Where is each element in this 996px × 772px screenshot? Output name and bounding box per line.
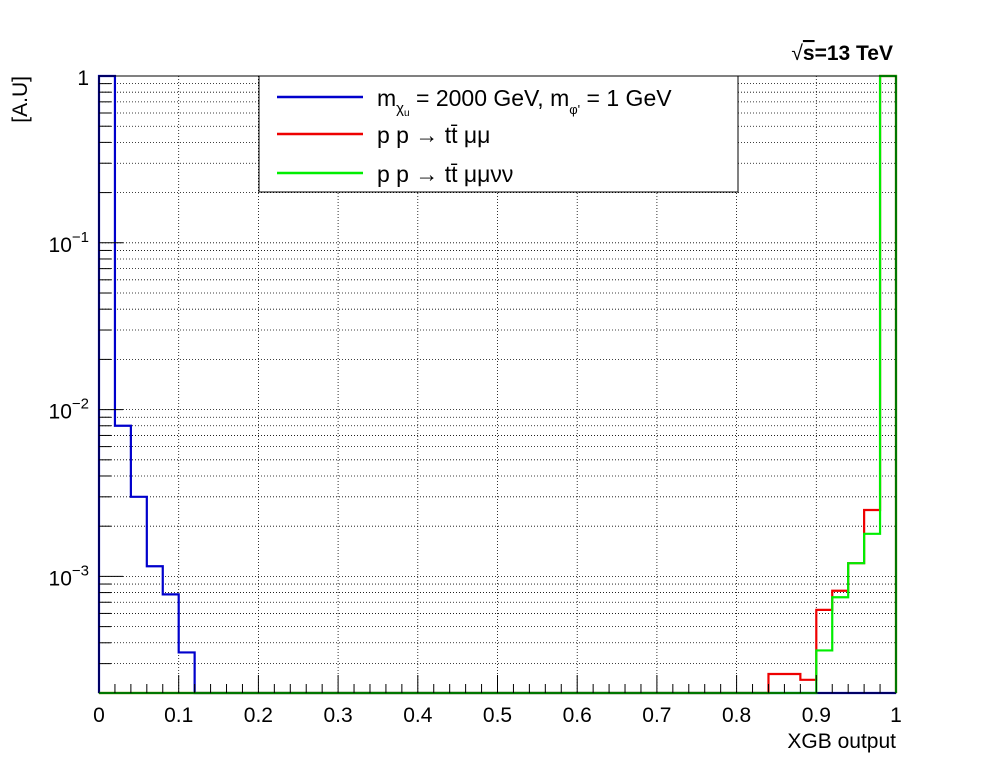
- energy-s: s: [803, 42, 815, 65]
- x-axis-label: XGB output: [787, 730, 896, 753]
- series-line-0: [97, 74, 896, 695]
- y-axis-label: [A.U]: [9, 76, 32, 123]
- grid: [99, 76, 896, 693]
- x-tick-label: 0.4: [403, 704, 433, 727]
- x-tick-label: 0.6: [563, 704, 592, 727]
- energy-label: √s=13 TeV: [791, 42, 893, 65]
- x-tick-label: 0.5: [483, 704, 512, 727]
- legend-entry-ttmumununu: p p → tt̄ μμνν: [377, 161, 513, 187]
- y-tick-label: 10−2: [49, 396, 89, 424]
- legend-entry-signal: mχu = 2000 GeV, mφ' = 1 GeV: [377, 85, 672, 119]
- x-tick-label: 1: [890, 704, 902, 727]
- x-tick-label: 0.8: [722, 704, 751, 727]
- legend: mχu = 2000 GeV, mφ' = 1 GeV p p → tt̄ μμ…: [258, 75, 739, 193]
- y-tick-label: 10−3: [49, 562, 89, 590]
- x-tick-label: 0.1: [164, 704, 193, 727]
- legend-entry-ttmumu: p p → tt̄ μμ: [377, 122, 490, 148]
- x-tick-label: 0: [93, 704, 105, 727]
- energy-value: =13 TeV: [815, 42, 893, 65]
- x-tick-label: 0.9: [802, 704, 831, 727]
- tick-labels: 0 0.1 0.2 0.3 0.4 0.5 0.6 0.7 0.8 0.9 1 1 10−1 10−2 10…: [49, 67, 902, 727]
- x-tick-label: 0.7: [642, 704, 671, 727]
- x-tick-label: 0.2: [244, 704, 273, 727]
- x-tick-label: 0.3: [323, 704, 352, 727]
- y-tick-label: 1: [77, 67, 89, 90]
- y-tick-label: 10−1: [49, 229, 89, 257]
- axis-ticks: [98, 75, 897, 694]
- sqrt-symbol: √: [791, 42, 803, 65]
